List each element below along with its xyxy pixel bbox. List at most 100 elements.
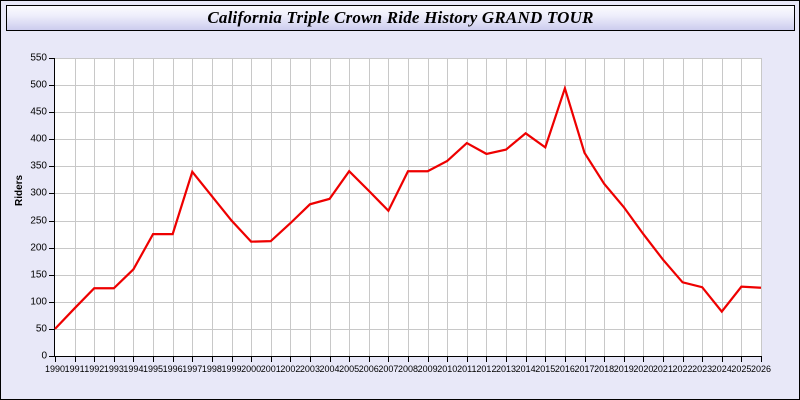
x-tick-label: 2004 [319,364,340,374]
gridline-vertical [506,58,508,356]
gridline-vertical [231,58,233,356]
x-tick [447,356,449,362]
gridline-vertical [133,58,135,356]
x-tick-label: 2024 [711,364,732,374]
y-tick-label: 150 [30,269,47,281]
x-tick-label: 2005 [339,364,360,374]
y-tick-label: 250 [30,215,47,227]
gridline-vertical [172,58,174,356]
x-tick-label: 2021 [652,364,673,374]
y-tick-label: 0 [41,350,47,362]
x-tick [525,356,527,362]
x-tick [368,356,370,362]
x-tick-label: 2022 [672,364,693,374]
x-tick-label: 2017 [574,364,595,374]
x-tick-label: 2002 [280,364,301,374]
gridline-vertical [329,58,331,356]
y-tick [49,139,55,141]
x-tick-label: 1999 [221,364,242,374]
x-tick-label: 2008 [397,364,419,374]
x-tick-label: 1998 [201,364,222,374]
x-tick-label: 2006 [358,364,379,374]
gridline-vertical [251,58,253,356]
x-tick-label: 2012 [476,364,497,374]
riders-line-series [54,84,762,330]
x-tick-label: 2025 [731,364,752,374]
x-tick-label: 1994 [123,364,144,374]
gridline-vertical [545,58,547,356]
x-tick [741,356,743,362]
y-tick-label: 450 [30,106,47,118]
y-tick [49,328,55,330]
gridline-vertical [94,58,96,356]
gridline-vertical [368,58,370,356]
gridline-vertical [270,58,272,356]
x-tick-label: 2010 [437,364,458,374]
x-tick-label: 2019 [613,364,634,374]
x-tick [643,356,645,362]
plot-area: 0 50 100 150 200 250 300 350 400 450 500 550 1990 19… [30,53,771,375]
y-tick-label: 50 [35,323,47,335]
gridline-vertical [525,58,527,356]
y-tick-label: 350 [30,160,47,172]
y-tick [49,220,55,222]
x-tick [251,356,253,362]
x-tick [270,356,272,362]
x-tick [192,356,194,362]
y-tick [49,247,55,249]
y-tick-label: 200 [30,242,47,254]
x-tick [309,356,311,362]
x-tick [388,356,390,362]
x-tick [604,356,606,362]
gridline-vertical [427,58,429,356]
y-axis-title: Riders [14,174,25,206]
x-tick-label: 1993 [103,364,124,374]
x-tick-label: 2013 [496,364,517,374]
x-tick-label: 1995 [143,364,164,374]
x-tick [113,356,115,362]
y-tick [49,356,55,357]
gridline-vertical [388,58,390,356]
y-tick-label: 100 [30,296,47,308]
y-tick [49,85,55,87]
y-tick [49,58,55,59]
x-tick [584,356,586,362]
riders-polyline [54,84,762,330]
x-tick-label: 2011 [457,364,477,374]
x-tick-label: 2014 [515,364,536,374]
window-titlebar: California Triple Crown Ride History GRA… [6,5,795,31]
x-tick [564,356,566,362]
y-tick [49,301,55,303]
x-tick [74,356,76,362]
y-tick [49,166,55,168]
gridline-vertical [309,58,311,356]
gridline-vertical [408,58,409,356]
x-tick-label: 2001 [260,364,281,374]
gridline-vertical [741,58,743,356]
x-tick-label: 1990 [44,364,66,374]
x-tick [623,356,625,362]
gridline-vertical [486,58,488,356]
x-tick [408,356,409,362]
x-tick [682,356,684,362]
gridline-vertical [211,58,213,356]
y-tick-label: 550 [30,52,47,64]
x-tick-label: 2026 [750,364,772,374]
x-tick-label: 2023 [692,364,713,374]
x-tick [662,356,664,362]
gridline-vertical [721,58,723,356]
gridline-vertical [584,58,586,356]
gridline-vertical [447,58,449,356]
gridline-vertical [682,58,684,356]
x-tick [427,356,429,362]
gridline-vertical [153,58,155,356]
chart-title: California Triple Crown Ride History GRA… [207,8,594,27]
x-tick-label: 2015 [535,364,556,374]
x-tick [55,356,56,362]
x-tick [94,356,96,362]
y-tick-label: 300 [30,187,47,199]
x-tick [133,356,135,362]
x-tick [329,356,331,362]
x-tick [231,356,233,362]
